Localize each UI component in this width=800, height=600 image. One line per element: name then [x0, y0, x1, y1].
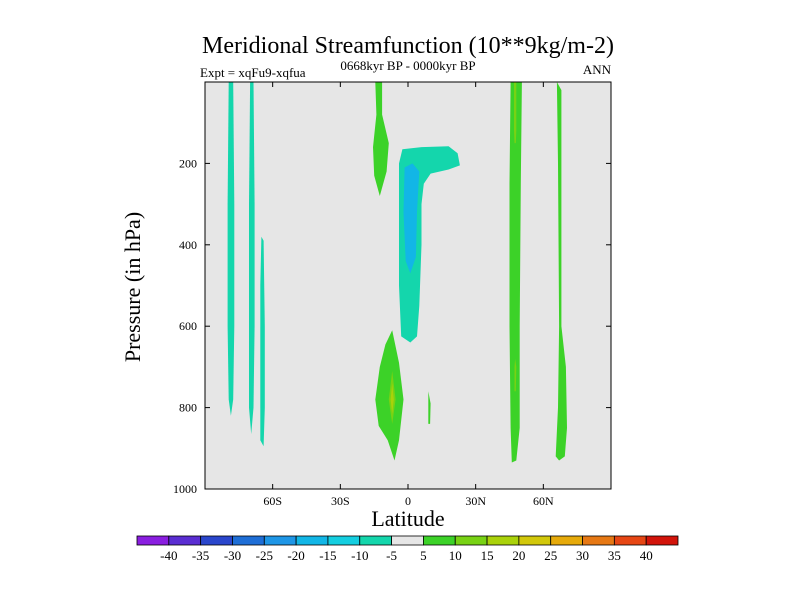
colorbar-box: [582, 535, 615, 546]
colorbar-label: 20: [512, 548, 525, 563]
colorbar-label: 10: [449, 548, 462, 563]
x-axis-label: Latitude: [371, 506, 444, 531]
colorbar-label: 5: [420, 548, 427, 563]
colorbar-box: [232, 535, 265, 546]
y-tick-label: 1000: [173, 482, 197, 496]
colorbar-box: [486, 535, 520, 546]
colorbar-label: -30: [224, 548, 241, 563]
colorbar-box: [550, 535, 583, 546]
colorbar-label: -5: [386, 548, 397, 563]
x-tick-label: 60N: [533, 494, 554, 508]
contour-region-13: [514, 358, 517, 392]
y-axis-label: Pressure (in hPa): [120, 212, 145, 362]
colorbar-box: [295, 535, 329, 546]
colorbar-label: -20: [287, 548, 304, 563]
colorbar-box: [645, 535, 679, 546]
colorbar-box: [518, 535, 552, 546]
contour-region-9: [390, 383, 394, 414]
season-label: ANN: [583, 62, 612, 77]
colorbar: -40 -35 -30 -25 -20 -15 -10 -5 5 10 15 20 25 30 35 40: [136, 535, 679, 563]
experiment-label: Expt = xqFu9-xqfua: [200, 65, 306, 80]
colorbar-label: -10: [351, 548, 368, 563]
x-tick-label: 60S: [263, 494, 282, 508]
colorbar-box: [136, 535, 170, 546]
colorbar-box: [168, 535, 202, 546]
colorbar-label: -15: [319, 548, 336, 563]
colorbar-label: -35: [192, 548, 209, 563]
y-tick-label: 400: [179, 238, 197, 252]
contour-region-3: [260, 236, 265, 447]
y-tick-label: 600: [179, 319, 197, 333]
contour-region-11: [509, 82, 522, 463]
colorbar-box: [327, 535, 361, 546]
colorbar-label: 25: [544, 548, 557, 563]
contour-region-14: [555, 82, 567, 461]
colorbar-label: 40: [640, 548, 653, 563]
colorbar-label: -25: [256, 548, 273, 563]
chart-title: Meridional Streamfunction (10**9kg/m-2): [202, 33, 614, 59]
colorbar-box: [423, 535, 456, 546]
colorbar-box: [391, 535, 424, 546]
contour-region-2: [249, 82, 255, 435]
y-tick-label: 200: [179, 156, 197, 170]
colorbar-box: [613, 535, 647, 546]
y-tick-label: 800: [179, 401, 197, 415]
contour-regions: [227, 82, 567, 463]
colorbar-box: [263, 535, 297, 546]
colorbar-label: 30: [576, 548, 589, 563]
colorbar-box: [454, 535, 488, 546]
colorbar-label: -40: [160, 548, 177, 563]
contour-region-12: [514, 82, 517, 144]
contour-region-5: [403, 163, 420, 274]
colorbar-box: [200, 535, 233, 546]
x-tick-label: 30N: [465, 494, 486, 508]
colorbar-box: [359, 535, 392, 546]
x-tick-label: 0: [405, 494, 411, 508]
axis-ticks: 60S 30S 0 30N 60N 200 400 600 800 1000: [173, 82, 611, 508]
x-tick-label: 30S: [331, 494, 350, 508]
colorbar-label: 35: [608, 548, 621, 563]
time-range-label: 0668kyr BP - 0000kyr BP: [340, 58, 475, 73]
colorbar-label: 15: [481, 548, 494, 563]
contour-region-1: [227, 82, 235, 416]
contour-region-6: [373, 82, 389, 196]
contour-region-10: [428, 391, 431, 424]
